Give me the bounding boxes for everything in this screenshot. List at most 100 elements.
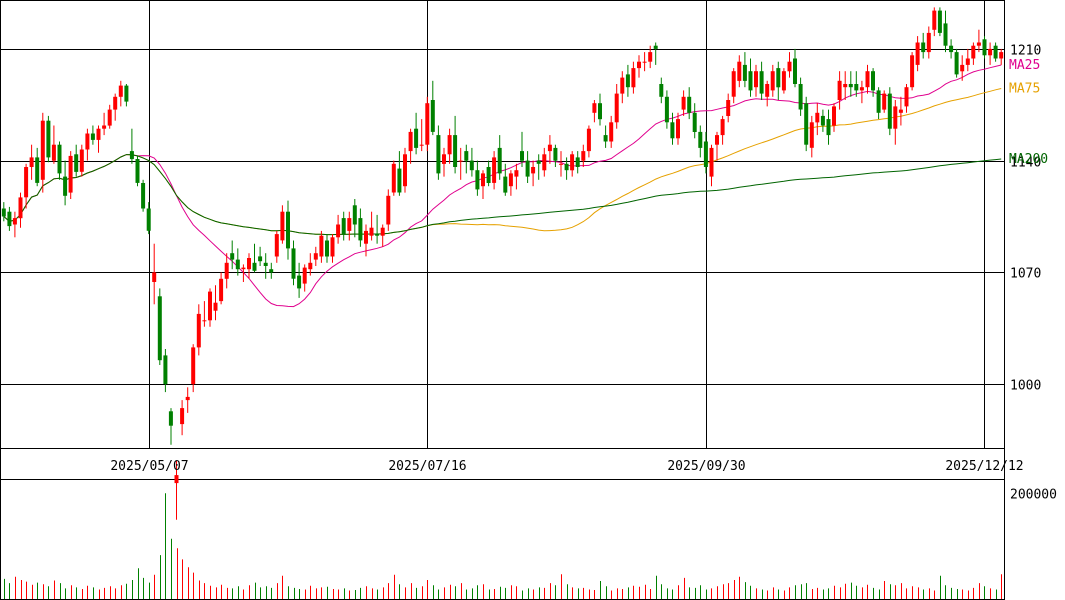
candle-body: [247, 258, 251, 270]
ma-line-ma200: [3, 154, 1002, 236]
candle-body: [715, 135, 719, 145]
moving-average-lines: [3, 64, 1002, 308]
candle-body: [815, 112, 820, 123]
candle-body: [313, 253, 318, 260]
candle-body: [286, 211, 290, 249]
candle-body: [508, 173, 513, 187]
ma-label-ma200: MA200: [1009, 152, 1048, 167]
candle-body: [252, 262, 257, 271]
candle-body: [804, 103, 809, 145]
candle-body: [670, 122, 675, 139]
candle-body: [976, 42, 981, 46]
candle-body: [754, 71, 758, 88]
candle-body: [263, 262, 268, 266]
candle-body: [274, 234, 279, 257]
candle-body: [386, 195, 391, 225]
candle-body: [481, 173, 485, 187]
candle-body: [809, 122, 814, 148]
candle-body: [180, 408, 185, 425]
candle-body: [129, 151, 134, 160]
candle-body: [921, 42, 926, 53]
date-tick-label: 2025/09/30: [667, 459, 745, 474]
candle-body: [709, 147, 714, 177]
candle-body: [308, 262, 313, 270]
candle-body: [898, 109, 903, 113]
candle-body: [748, 71, 753, 91]
candle-body: [865, 71, 870, 88]
candle-body: [358, 218, 363, 241]
candle-body: [369, 227, 374, 236]
candle-body: [436, 135, 441, 174]
candle-body: [843, 84, 848, 88]
candle-body: [681, 96, 686, 110]
candle-body: [848, 84, 853, 88]
candle-body: [642, 61, 647, 63]
candle-body: [659, 84, 664, 97]
candle-body: [163, 355, 168, 385]
candle-body: [904, 87, 909, 107]
candle-body: [592, 103, 597, 113]
candle-body: [208, 291, 212, 321]
candle-body: [776, 68, 781, 88]
candle-body: [291, 248, 296, 279]
candle-body: [18, 197, 23, 219]
ma-label-ma75: MA75: [1009, 82, 1040, 97]
date-tick-label: 2025/05/07: [110, 459, 188, 474]
candle-body: [258, 256, 263, 262]
candle-body: [770, 71, 775, 91]
candle-body: [943, 23, 948, 46]
candle-body: [542, 154, 547, 171]
candle-body: [157, 296, 162, 361]
candle-body: [57, 144, 62, 174]
candle-body: [219, 278, 224, 302]
candle-body: [425, 103, 430, 145]
candle-body: [982, 39, 987, 56]
candle-body: [168, 411, 173, 426]
candle-body: [85, 133, 90, 150]
candle-body: [631, 68, 636, 88]
candle-body: [960, 64, 965, 72]
candle-body: [364, 230, 368, 244]
price-tick-label: 1140: [1010, 156, 1041, 171]
candle-body: [458, 160, 463, 162]
candle-body: [90, 133, 95, 140]
candle-body: [926, 32, 931, 53]
candle-body: [731, 71, 736, 97]
candle-body: [79, 149, 84, 172]
candle-body: [859, 87, 864, 91]
candle-body: [1, 208, 6, 217]
candle-body: [235, 259, 240, 270]
candle-body: [531, 167, 536, 174]
candle-body: [447, 135, 452, 155]
candle-body: [737, 61, 742, 81]
candle-body: [442, 154, 446, 164]
candle-body: [241, 267, 246, 270]
candle-body: [469, 160, 474, 171]
ma-label-ma25: MA25: [1009, 58, 1040, 73]
candle-body: [63, 176, 68, 196]
candle-body: [798, 84, 803, 110]
candle-body: [107, 109, 112, 126]
candle-body: [191, 347, 196, 385]
candle-body: [375, 234, 380, 236]
candle-body: [46, 120, 51, 158]
candle-body: [698, 131, 703, 148]
candle-body: [720, 119, 725, 136]
candle-body: [336, 224, 341, 238]
candlesticks: [1, 7, 1004, 520]
candle-body: [319, 235, 324, 257]
candle-body: [35, 157, 40, 183]
candle-body: [637, 61, 641, 69]
candle-body: [414, 128, 419, 148]
candle-body: [330, 237, 335, 257]
candle-body: [949, 45, 954, 53]
candle-body: [993, 45, 998, 59]
candle-body: [999, 52, 1004, 59]
candle-body: [887, 93, 892, 129]
candle-body: [971, 45, 976, 59]
candle-body: [765, 84, 770, 97]
candle-body: [174, 475, 179, 484]
candle-body: [575, 157, 580, 167]
volume-tick-label: 200000: [1010, 488, 1057, 503]
candle-body: [586, 128, 591, 152]
